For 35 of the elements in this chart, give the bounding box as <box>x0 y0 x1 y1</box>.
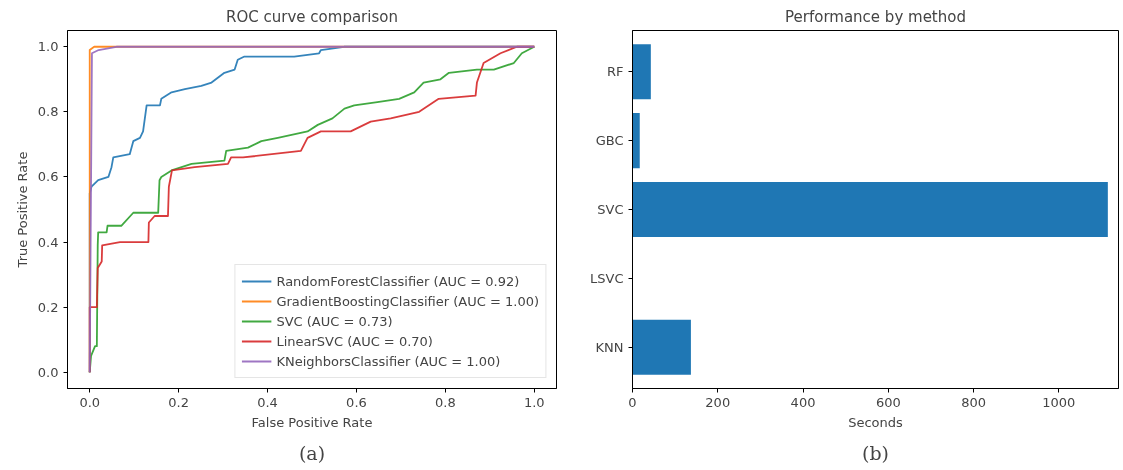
y-tick-label: 0.0 <box>37 364 59 380</box>
chart-title: Performance by method <box>785 7 966 26</box>
text: (b) <box>862 441 890 464</box>
y-tick-label: 1.0 <box>37 39 59 55</box>
x-tick-label: 400 <box>790 394 816 410</box>
x-tick-label: 0.4 <box>257 394 278 410</box>
y-tick-label: LSVC <box>590 270 624 286</box>
legend-label: KNeighborsClassifier (AUC = 1.00) <box>276 352 501 370</box>
x-tick-label: 0.2 <box>168 394 189 410</box>
y-axis-title: True Positive Rate <box>14 151 30 269</box>
x-tick-label: 0.0 <box>79 394 101 410</box>
legend-label: LinearSVC (AUC = 0.70) <box>276 332 433 350</box>
x-tick-label: 200 <box>705 394 731 410</box>
y-tick-label: GBC <box>595 133 624 149</box>
y-tick-label: KNN <box>595 339 624 355</box>
legend-label: GradientBoostingClassifier (AUC = 1.00) <box>276 292 539 310</box>
x-axis-title: False Positive Rate <box>251 414 373 430</box>
text: (a) <box>298 441 326 464</box>
x-tick-label: 1000 <box>1042 394 1076 410</box>
x-tick-label: 0.6 <box>346 394 367 410</box>
x-tick-label: 800 <box>961 394 986 410</box>
y-tick-label: 0.6 <box>37 169 59 185</box>
x-tick-label: 1.0 <box>523 394 545 410</box>
y-tick-label: 0.2 <box>37 299 59 315</box>
legend-label: RandomForestClassifier (AUC = 0.92) <box>276 272 520 290</box>
legend-label: SVC (AUC = 0.73) <box>276 312 393 330</box>
y-tick-label: RF <box>606 64 624 80</box>
y-tick-label: SVC <box>597 202 624 217</box>
x-tick-label: 0 <box>628 394 637 410</box>
x-axis-title: Seconds <box>848 414 904 430</box>
x-tick-label: 600 <box>875 394 901 410</box>
x-tick-label: 0.8 <box>435 394 456 410</box>
chart-title: ROC curve comparison <box>226 7 398 26</box>
y-tick-label: 0.4 <box>37 234 59 250</box>
y-tick-label: 0.8 <box>37 104 59 120</box>
